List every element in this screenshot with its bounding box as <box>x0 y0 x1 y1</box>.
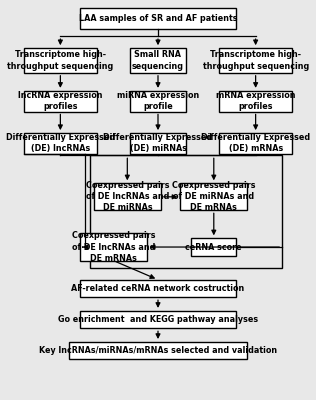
Text: Coexpressed pairs
of DE lncRNAs and
DE mRNAs: Coexpressed pairs of DE lncRNAs and DE m… <box>72 232 155 263</box>
Text: Coexpressed pairs
of DE lncRNAs and
DE miRNAs: Coexpressed pairs of DE lncRNAs and DE m… <box>86 181 169 212</box>
Text: Transcriptome high-
throughput sequencing: Transcriptome high- throughput sequencin… <box>7 50 113 70</box>
Text: Coexpressed pairs
of DE miRNAs and
DE mRNAs: Coexpressed pairs of DE miRNAs and DE mR… <box>172 181 256 212</box>
Text: mRNA expression
profiles: mRNA expression profiles <box>216 91 295 111</box>
Text: Differentially Expressed
(DE) lncRNAs: Differentially Expressed (DE) lncRNAs <box>6 133 115 154</box>
FancyBboxPatch shape <box>24 91 97 112</box>
FancyBboxPatch shape <box>94 183 161 210</box>
Text: miRNA expression
profile: miRNA expression profile <box>117 91 199 111</box>
Text: Transcriptome high-
throughput sequencing: Transcriptome high- throughput sequencin… <box>203 50 309 70</box>
FancyBboxPatch shape <box>24 48 97 73</box>
FancyBboxPatch shape <box>24 133 97 154</box>
FancyBboxPatch shape <box>130 48 186 73</box>
Text: Small RNA
sequencing: Small RNA sequencing <box>132 50 184 70</box>
Text: Key lncRNAs/miRNAs/mRNAs selected and validation: Key lncRNAs/miRNAs/mRNAs selected and va… <box>39 346 277 355</box>
Text: Differentially Expressed
(DE) miRNAs: Differentially Expressed (DE) miRNAs <box>103 133 213 154</box>
FancyBboxPatch shape <box>69 342 247 360</box>
FancyBboxPatch shape <box>80 8 236 29</box>
Text: LAA samples of SR and AF patients: LAA samples of SR and AF patients <box>79 14 237 23</box>
Text: lncRNA expression
profiles: lncRNA expression profiles <box>18 91 103 111</box>
Text: Differentially Expressed
(DE) mRNAs: Differentially Expressed (DE) mRNAs <box>201 133 310 154</box>
Text: Go enrichment  and KEGG pathway analyses: Go enrichment and KEGG pathway analyses <box>58 315 258 324</box>
FancyBboxPatch shape <box>219 48 292 73</box>
FancyBboxPatch shape <box>80 280 236 297</box>
FancyBboxPatch shape <box>191 238 236 256</box>
FancyBboxPatch shape <box>80 311 236 328</box>
FancyBboxPatch shape <box>219 91 292 112</box>
FancyBboxPatch shape <box>80 234 147 260</box>
FancyBboxPatch shape <box>130 91 186 112</box>
Text: ceRNA score: ceRNA score <box>185 242 242 252</box>
Text: AF-related ceRNA network costruction: AF-related ceRNA network costruction <box>71 284 245 293</box>
FancyBboxPatch shape <box>130 133 186 154</box>
FancyBboxPatch shape <box>219 133 292 154</box>
FancyBboxPatch shape <box>180 183 247 210</box>
